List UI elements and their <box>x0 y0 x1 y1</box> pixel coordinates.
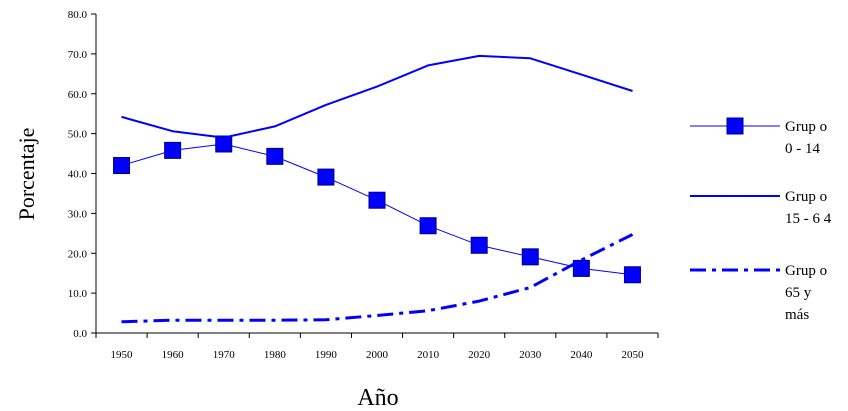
legend-label: más <box>785 307 809 323</box>
data-point-marker <box>215 135 233 153</box>
y-tick-label: 10.0 <box>68 288 88 300</box>
x-tick-label: 1950 <box>111 349 134 361</box>
series-2 <box>121 54 633 139</box>
y-tick-label: 30.0 <box>68 208 88 220</box>
data-point-marker <box>368 191 386 209</box>
legend-item-2: Grup o 15 - 6 4 <box>690 189 832 227</box>
data-point-marker <box>164 141 182 159</box>
data-point-marker <box>470 236 488 254</box>
x-tick-label: 2050 <box>621 349 644 361</box>
chart-axes <box>95 14 658 334</box>
legend: Grup o 0 - 14 Grup o 15 - 6 4 Grup o 65 y más <box>690 117 832 323</box>
series-line <box>121 233 634 324</box>
data-point-marker <box>266 147 284 165</box>
series-1 <box>113 135 641 284</box>
y-tick-label: 40.0 <box>68 169 88 181</box>
data-point-marker <box>317 168 335 186</box>
y-tick-label: 60.0 <box>68 89 88 101</box>
series-3 <box>121 233 634 324</box>
x-axis-title: Año <box>357 385 398 411</box>
x-tick-label: 2020 <box>468 349 491 361</box>
x-tick-label: 1970 <box>213 349 236 361</box>
data-point-marker <box>521 248 539 266</box>
legend-label: 0 - 14 <box>785 141 820 157</box>
y-axis-ticks: 0.0 10.0 20.0 30.0 40.0 50.0 60.0 70.0 80.0 <box>68 9 96 340</box>
legend-item-3: Grup o 65 y más <box>690 263 827 323</box>
data-point-marker <box>623 266 641 284</box>
x-axis-ticks: 1950 1960 1970 1980 1990 2000 2010 2020 2030 2040… <box>95 333 659 361</box>
legend-label: Grup o <box>785 263 827 279</box>
legend-label: 15 - 6 4 <box>785 211 832 227</box>
data-point-marker <box>572 259 590 277</box>
legend-label: Grup o <box>785 119 827 135</box>
x-tick-label: 2010 <box>417 349 440 361</box>
x-tick-label: 1960 <box>162 349 185 361</box>
y-tick-label: 70.0 <box>68 49 88 61</box>
series-line <box>121 143 633 276</box>
legend-label: Grup o <box>785 189 827 205</box>
y-tick-label: 50.0 <box>68 129 88 141</box>
legend-label: 65 y <box>785 285 812 301</box>
y-tick-label: 0.0 <box>73 328 87 340</box>
data-point-marker <box>113 157 131 175</box>
x-tick-label: 1980 <box>264 349 287 361</box>
y-axis-title: Porcentaje <box>14 128 39 221</box>
legend-item-1: Grup o 0 - 14 <box>690 117 827 157</box>
x-tick-label: 2040 <box>570 349 593 361</box>
x-tick-label: 1990 <box>315 349 338 361</box>
series-line <box>121 54 633 139</box>
x-tick-label: 2000 <box>366 349 389 361</box>
y-tick-label: 80.0 <box>68 9 88 21</box>
x-tick-label: 2030 <box>519 349 542 361</box>
y-tick-label: 20.0 <box>68 248 88 260</box>
data-point-marker <box>419 217 437 235</box>
legend-marker <box>726 117 744 135</box>
chart-series <box>113 54 641 324</box>
